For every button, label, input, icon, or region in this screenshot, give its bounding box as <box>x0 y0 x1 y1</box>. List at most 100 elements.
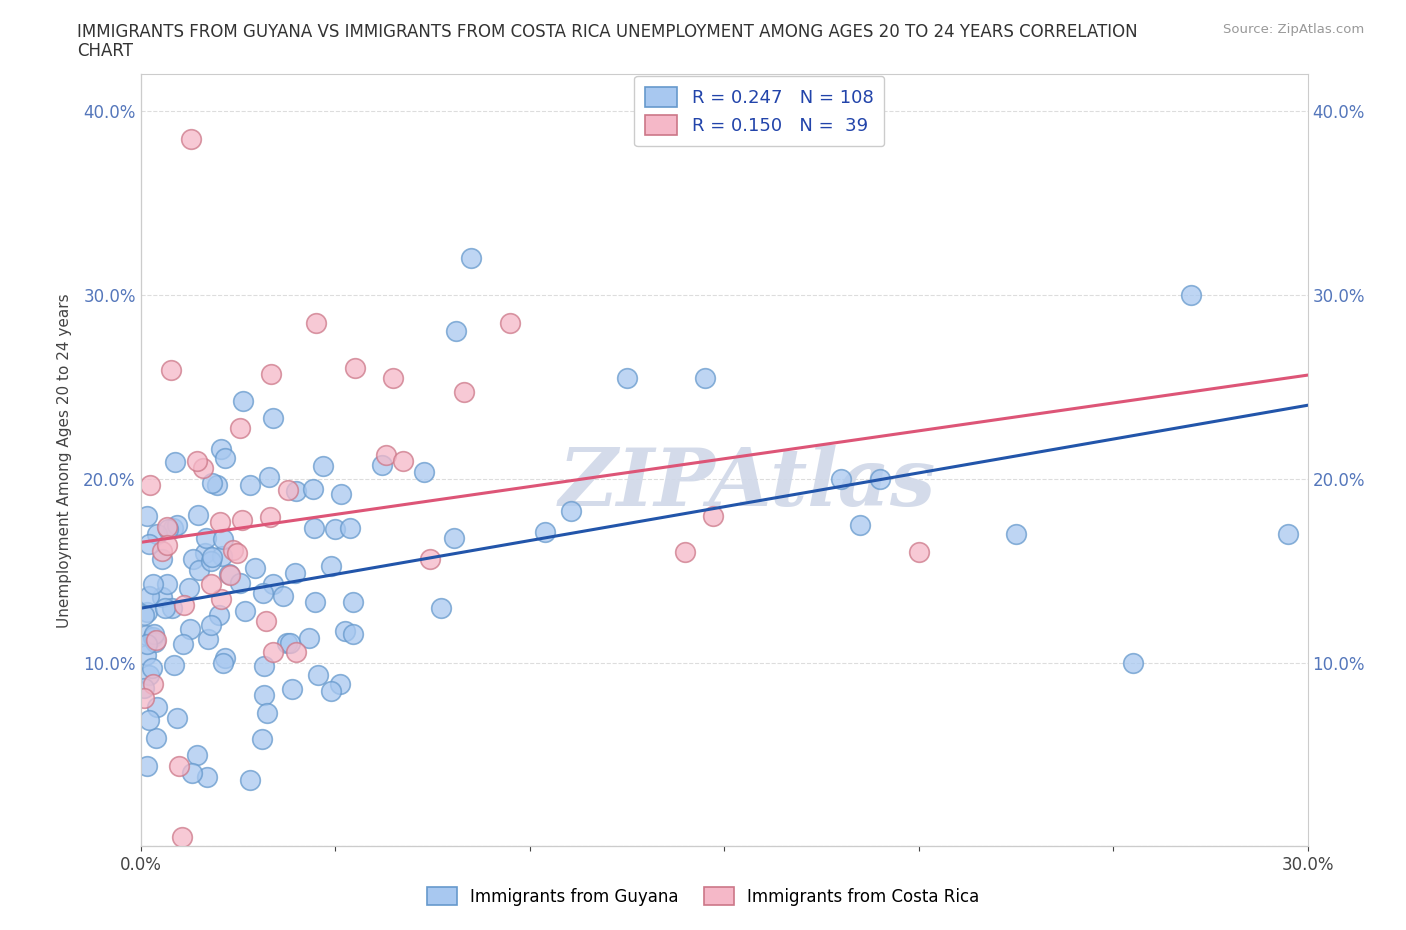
Point <box>166 711 188 725</box>
Point <box>160 601 183 616</box>
Legend: R = 0.247   N = 108, R = 0.150   N =  39: R = 0.247 N = 108, R = 0.150 N = 39 <box>634 75 884 146</box>
Point <box>276 635 298 650</box>
Point <box>150 590 173 604</box>
Point <box>616 370 638 385</box>
Point <box>163 658 186 672</box>
Point <box>186 748 208 763</box>
Point <box>301 482 323 497</box>
Point <box>173 597 195 612</box>
Point <box>254 614 277 629</box>
Point <box>138 537 160 551</box>
Point <box>499 315 522 330</box>
Point <box>229 575 252 590</box>
Point <box>444 324 467 339</box>
Point <box>412 464 434 479</box>
Point <box>160 362 183 377</box>
Point <box>453 384 475 399</box>
Point <box>252 585 274 600</box>
Point <box>281 682 304 697</box>
Point <box>342 594 364 609</box>
Point <box>429 601 451 616</box>
Point <box>194 545 217 560</box>
Point <box>186 454 208 469</box>
Point <box>253 687 276 702</box>
Point <box>214 450 236 465</box>
Point <box>673 545 696 560</box>
Point <box>1122 655 1144 670</box>
Point <box>146 526 169 541</box>
Point <box>284 565 307 580</box>
Point <box>142 577 165 591</box>
Point <box>150 551 173 566</box>
Point <box>278 635 301 650</box>
Point <box>138 713 160 728</box>
Point <box>201 476 224 491</box>
Point <box>180 131 202 146</box>
Text: IMMIGRANTS FROM GUYANA VS IMMIGRANTS FROM COSTA RICA UNEMPLOYMENT AMONG AGES 20 : IMMIGRANTS FROM GUYANA VS IMMIGRANTS FRO… <box>77 23 1137 41</box>
Point <box>134 690 156 705</box>
Point <box>150 544 173 559</box>
Point <box>534 525 557 539</box>
Point <box>239 773 262 788</box>
Point <box>145 699 167 714</box>
Text: ZIPAtlas: ZIPAtlas <box>558 445 936 523</box>
Point <box>135 628 157 643</box>
Point <box>142 630 165 644</box>
Point <box>239 478 262 493</box>
Point <box>156 577 179 591</box>
Point <box>370 458 392 472</box>
Point <box>443 531 465 546</box>
Point <box>285 644 308 659</box>
Point <box>339 520 361 535</box>
Point <box>181 551 204 566</box>
Point <box>212 532 235 547</box>
Point <box>250 732 273 747</box>
Point <box>156 538 179 552</box>
Point <box>139 477 162 492</box>
Point <box>200 577 222 591</box>
Point <box>231 512 253 527</box>
Point <box>136 759 159 774</box>
Text: Source: ZipAtlas.com: Source: ZipAtlas.com <box>1223 23 1364 36</box>
Point <box>263 410 285 425</box>
Point <box>205 478 228 493</box>
Point <box>333 623 356 638</box>
Point <box>162 521 184 536</box>
Point <box>219 567 242 582</box>
Point <box>693 370 716 385</box>
Point <box>1005 526 1028 541</box>
Point <box>141 661 163 676</box>
Point <box>343 361 366 376</box>
Point <box>253 659 276 674</box>
Point <box>145 730 167 745</box>
Point <box>211 549 233 564</box>
Point <box>172 830 194 844</box>
Point <box>233 604 256 618</box>
Point <box>209 592 232 607</box>
Point <box>222 542 245 557</box>
Point <box>188 563 211 578</box>
Point <box>284 484 307 498</box>
Y-axis label: Unemployment Among Ages 20 to 24 years: Unemployment Among Ages 20 to 24 years <box>58 293 72 628</box>
Point <box>256 706 278 721</box>
Point <box>305 315 328 330</box>
Point <box>163 455 186 470</box>
Point <box>177 580 200 595</box>
Point <box>419 551 441 566</box>
Point <box>153 601 176 616</box>
Point <box>214 651 236 666</box>
Point <box>304 595 326 610</box>
Point <box>145 632 167 647</box>
Point <box>907 545 929 560</box>
Point <box>460 251 482 266</box>
Legend: Immigrants from Guyana, Immigrants from Costa Rica: Immigrants from Guyana, Immigrants from … <box>420 881 986 912</box>
Point <box>849 517 872 532</box>
Point <box>135 508 157 523</box>
Point <box>201 550 224 565</box>
Point <box>200 618 222 632</box>
Point <box>312 458 335 473</box>
Point <box>1180 287 1202 302</box>
Point <box>869 472 891 486</box>
Point <box>830 472 852 486</box>
Point <box>209 442 232 457</box>
